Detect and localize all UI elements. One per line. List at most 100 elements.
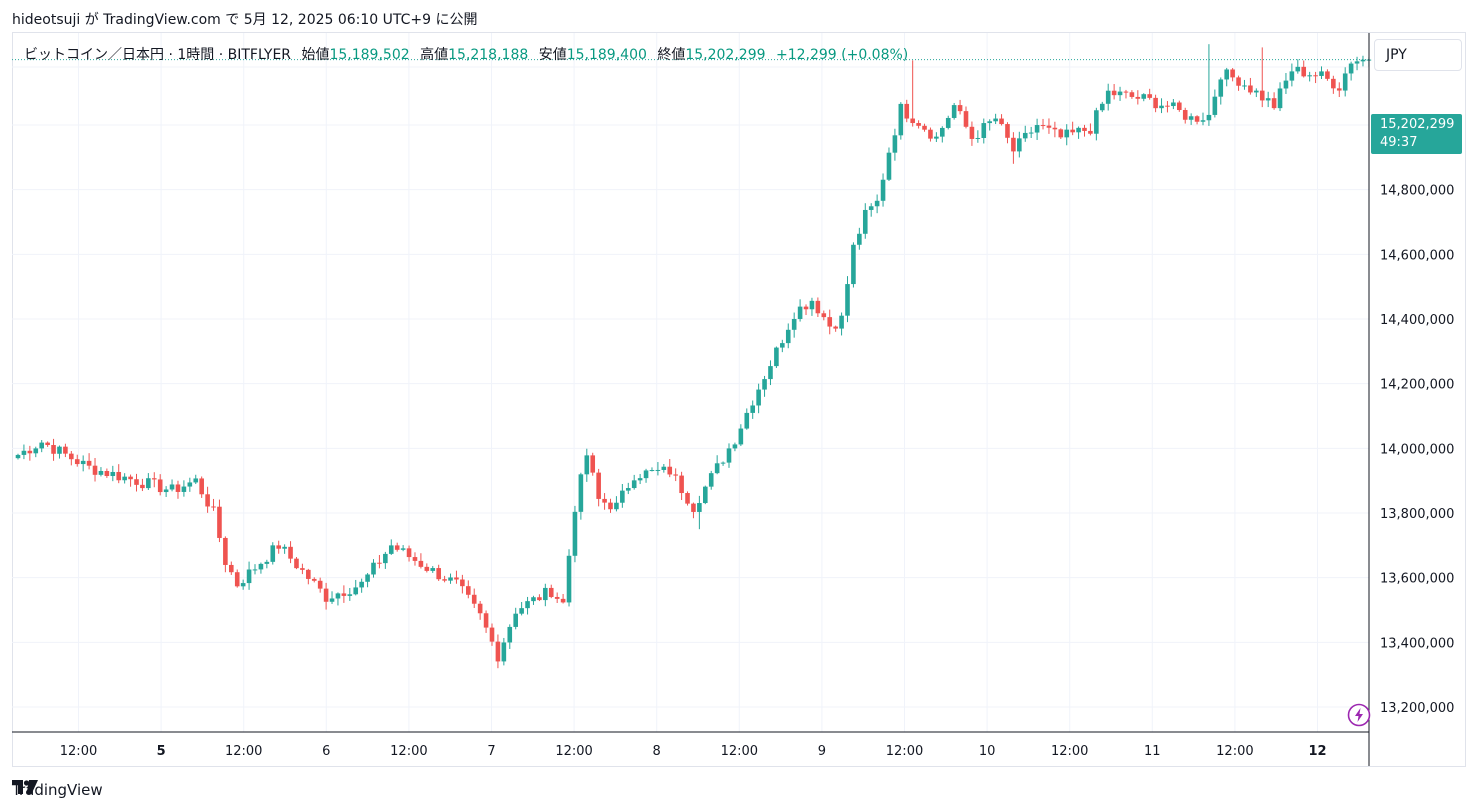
candle-body <box>448 577 453 581</box>
candle-body <box>175 484 181 492</box>
candle-body <box>98 470 104 475</box>
candle-body <box>803 306 809 310</box>
candle-body <box>193 478 199 483</box>
candle-body <box>116 471 122 481</box>
candle-body <box>868 206 874 210</box>
candle-body <box>15 454 21 459</box>
candle-body <box>169 484 175 490</box>
candle-body <box>1070 129 1075 133</box>
candle-body <box>39 442 44 449</box>
candle-body <box>975 137 981 139</box>
candle-body <box>1224 69 1229 80</box>
candle-body <box>1105 90 1111 104</box>
candle-body <box>560 598 566 603</box>
candle-body <box>625 488 631 491</box>
candle-body <box>1271 98 1277 109</box>
candle-body <box>726 448 732 463</box>
candle-body <box>507 626 513 643</box>
candle-body <box>294 558 299 569</box>
candle-body <box>827 317 833 327</box>
candle-body <box>466 586 471 595</box>
candle-body <box>898 103 904 136</box>
candle-body <box>791 318 797 330</box>
candle-body <box>377 562 382 564</box>
candle-body <box>187 482 193 487</box>
candle-body <box>886 152 892 180</box>
time-axis: 12:00 5 12:00 6 12:00 7 12:00 8 12:00 9 12:00 10 12:… <box>60 744 1327 759</box>
candle-body <box>205 494 210 507</box>
candle-body <box>424 566 430 571</box>
time-tick-label: 12 <box>1308 744 1326 759</box>
candle-body <box>104 470 110 477</box>
price-tick-label: 14,400,000 <box>1380 313 1454 328</box>
candle-body <box>134 479 139 485</box>
candle-body <box>311 578 317 581</box>
candle-body <box>981 123 987 138</box>
candle-body <box>1242 85 1247 87</box>
candle-body <box>264 561 270 564</box>
candle-body <box>229 564 234 573</box>
candle-body <box>27 450 33 454</box>
candle-body <box>797 306 803 319</box>
low-value: 15,189,400 <box>566 47 647 63</box>
candle-body <box>489 627 495 642</box>
candle-body <box>1165 105 1170 107</box>
time-tick-label: 12:00 <box>225 744 262 759</box>
ohlc-legend: ビットコイン／日本円 · 1時間 · BITFLYER 始値15,189,502… <box>24 44 908 64</box>
candle-body <box>163 489 169 493</box>
candle-body <box>708 473 714 487</box>
time-tick-label: 12:00 <box>555 744 592 759</box>
time-tick-label: 9 <box>818 744 826 759</box>
candle-body <box>1283 80 1289 89</box>
candle-body <box>1348 63 1354 74</box>
candle-body <box>928 129 933 139</box>
candle-body <box>1277 88 1283 109</box>
high-value: 15,218,188 <box>448 47 529 63</box>
candle-body <box>833 326 838 329</box>
candle-body <box>1307 75 1312 77</box>
candle-body <box>1230 69 1235 78</box>
candle-body <box>335 593 341 599</box>
price-tick-label: 13,200,000 <box>1380 701 1454 716</box>
lightning-icon[interactable] <box>1347 703 1371 727</box>
candle-body <box>916 123 921 126</box>
candle-body <box>809 300 815 310</box>
candle-body <box>578 474 584 512</box>
price-tick-label: 14,600,000 <box>1380 248 1454 263</box>
candle-body <box>1206 114 1212 121</box>
candle-body <box>383 553 388 564</box>
candle-body <box>608 502 613 510</box>
candle-body <box>347 594 353 596</box>
candle-body <box>1094 110 1099 134</box>
candle-body <box>436 568 441 580</box>
time-tick-label: 12:00 <box>721 744 758 759</box>
open-value: 15,189,502 <box>329 47 410 63</box>
candle-body <box>951 105 957 118</box>
candle-body <box>673 474 678 476</box>
currency-button[interactable]: JPY <box>1374 39 1462 71</box>
candle-body <box>839 315 844 329</box>
candle-body <box>406 548 412 558</box>
candle-body <box>282 546 287 549</box>
candle-body <box>199 478 204 495</box>
tradingview-logo-icon <box>12 780 38 794</box>
candle-body <box>1212 96 1218 115</box>
candle-body <box>655 469 661 471</box>
candle-body <box>217 506 222 538</box>
candle-body <box>33 448 39 454</box>
symbol-label: ビットコイン／日本円 · 1時間 · BITFLYER <box>24 47 292 63</box>
candle-body <box>418 560 424 567</box>
candle-body <box>51 445 56 454</box>
brand-footer[interactable]: TradingView <box>12 780 103 800</box>
candle-body <box>1099 103 1105 111</box>
price-tick-label: 14,200,000 <box>1380 378 1454 393</box>
candle-body <box>146 478 151 489</box>
candle-body <box>140 484 145 489</box>
candle-body <box>880 179 886 201</box>
candle-body <box>703 486 708 504</box>
candle-body <box>572 511 578 556</box>
candle-body <box>1153 97 1158 109</box>
candle-body <box>525 601 530 609</box>
candle-body <box>1141 94 1147 99</box>
